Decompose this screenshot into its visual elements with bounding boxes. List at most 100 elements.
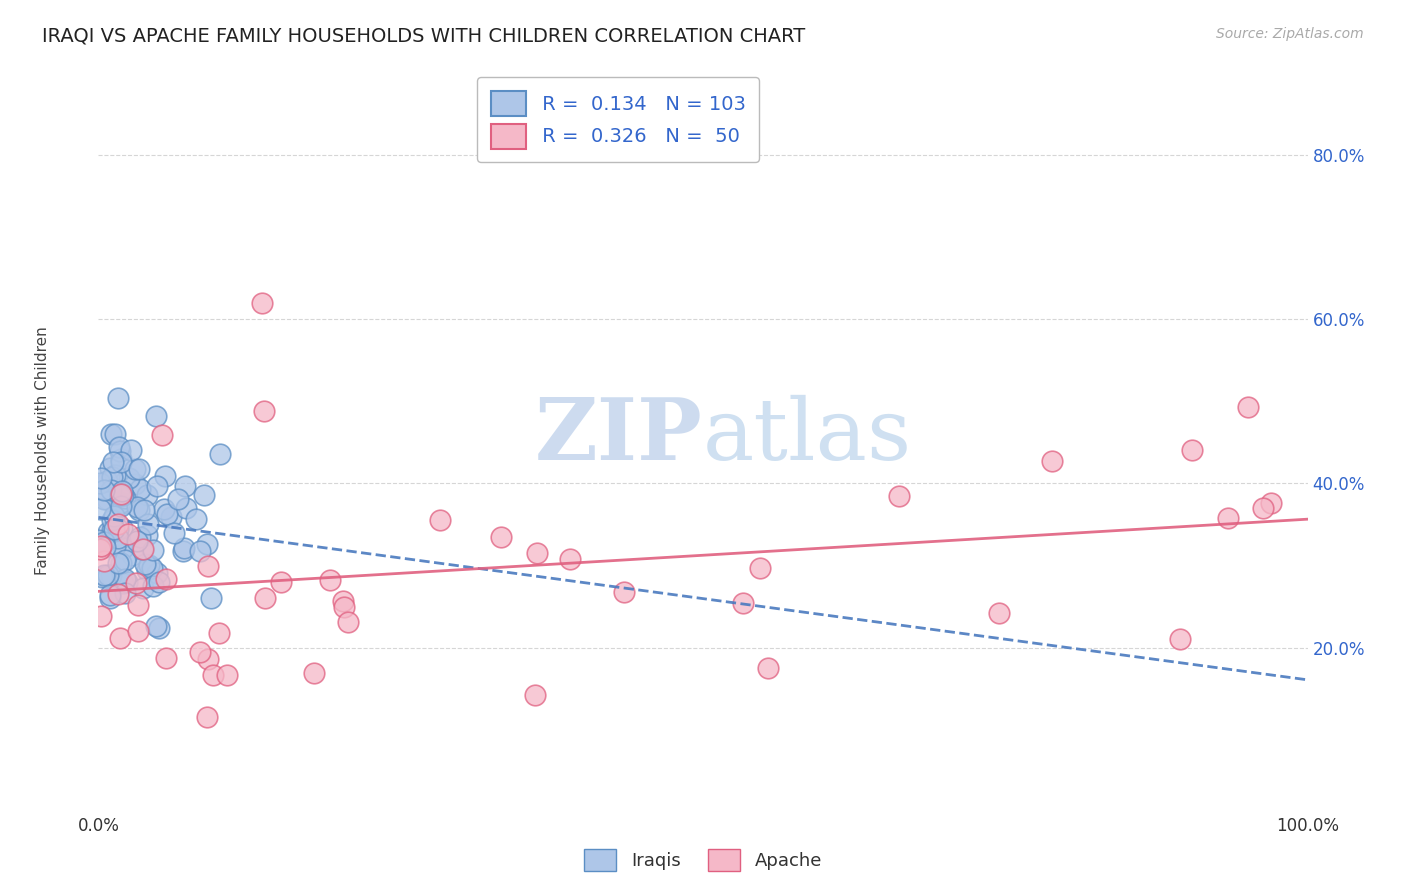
Point: [89, 501, 111, 516]
Point: [111, 575, 134, 590]
Point: [90, 570, 112, 584]
Point: [156, 507, 179, 521]
Point: [118, 471, 141, 485]
Point: [197, 559, 219, 574]
Point: [90, 539, 112, 553]
Point: [89, 536, 111, 550]
Point: [107, 531, 129, 545]
Point: [200, 591, 222, 606]
Point: [560, 552, 582, 566]
Point: [184, 511, 207, 525]
Point: [333, 599, 356, 614]
Point: [195, 537, 218, 551]
Point: [104, 529, 127, 543]
Point: [96, 491, 118, 506]
Point: [208, 625, 231, 640]
Point: [93, 554, 115, 568]
Point: [104, 427, 127, 442]
Point: [188, 645, 211, 659]
Point: [114, 572, 136, 586]
Point: [98, 591, 121, 606]
Point: [141, 579, 163, 593]
Point: [128, 482, 150, 496]
Point: [112, 496, 135, 510]
Point: [89, 541, 111, 556]
Point: [114, 553, 136, 567]
Point: [100, 483, 122, 497]
Point: [110, 556, 132, 570]
Point: [146, 566, 169, 581]
Point: [111, 488, 134, 502]
Point: [136, 528, 159, 542]
Point: [201, 668, 224, 682]
Point: [127, 624, 149, 638]
Legend: Iraqis, Apache: Iraqis, Apache: [576, 842, 830, 879]
Text: atlas: atlas: [703, 394, 912, 477]
Point: [114, 491, 136, 506]
Y-axis label: Family Households with Children: Family Households with Children: [35, 326, 49, 574]
Point: [153, 502, 176, 516]
Point: [1168, 632, 1191, 646]
Point: [131, 541, 153, 556]
Point: [111, 484, 134, 499]
Point: [90, 608, 112, 623]
Point: [97, 525, 120, 540]
Point: [128, 503, 150, 517]
Point: [150, 428, 173, 442]
Point: [124, 462, 146, 476]
Point: [988, 606, 1011, 620]
Point: [129, 530, 152, 544]
Point: [148, 621, 170, 635]
Point: [125, 576, 148, 591]
Point: [337, 615, 360, 629]
Point: [613, 585, 636, 599]
Point: [134, 502, 156, 516]
Point: [110, 487, 132, 501]
Point: [1042, 454, 1064, 468]
Point: [155, 572, 177, 586]
Point: [110, 496, 132, 510]
Point: [135, 488, 157, 502]
Point: [174, 479, 197, 493]
Point: [174, 500, 197, 515]
Point: [163, 525, 186, 540]
Point: [94, 540, 117, 554]
Point: [523, 688, 546, 702]
Point: [1218, 511, 1240, 525]
Point: [254, 591, 277, 606]
Point: [124, 477, 146, 491]
Point: [526, 546, 548, 560]
Point: [138, 558, 160, 572]
Point: [148, 574, 170, 589]
Point: [1260, 496, 1282, 510]
Point: [98, 461, 121, 475]
Point: [104, 539, 127, 553]
Point: [756, 660, 779, 674]
Point: [132, 582, 155, 596]
Text: ZIP: ZIP: [536, 394, 703, 478]
Point: [93, 535, 115, 549]
Point: [193, 488, 215, 502]
Point: [429, 513, 451, 527]
Point: [110, 487, 132, 501]
Point: [107, 587, 129, 601]
Point: [114, 585, 136, 599]
Point: [160, 510, 183, 524]
Point: [145, 619, 167, 633]
Point: [146, 479, 169, 493]
Point: [131, 542, 153, 557]
Point: [93, 491, 115, 506]
Point: [110, 444, 132, 458]
Point: [302, 665, 325, 680]
Point: [135, 563, 157, 577]
Point: [250, 295, 273, 310]
Point: [332, 594, 354, 608]
Point: [134, 557, 156, 571]
Point: [110, 452, 132, 467]
Text: IRAQI VS APACHE FAMILY HOUSEHOLDS WITH CHILDREN CORRELATION CHART: IRAQI VS APACHE FAMILY HOUSEHOLDS WITH C…: [42, 27, 806, 45]
Point: [108, 631, 131, 645]
Point: [111, 541, 134, 555]
Point: [127, 534, 149, 549]
Point: [101, 470, 124, 484]
Point: [128, 462, 150, 476]
